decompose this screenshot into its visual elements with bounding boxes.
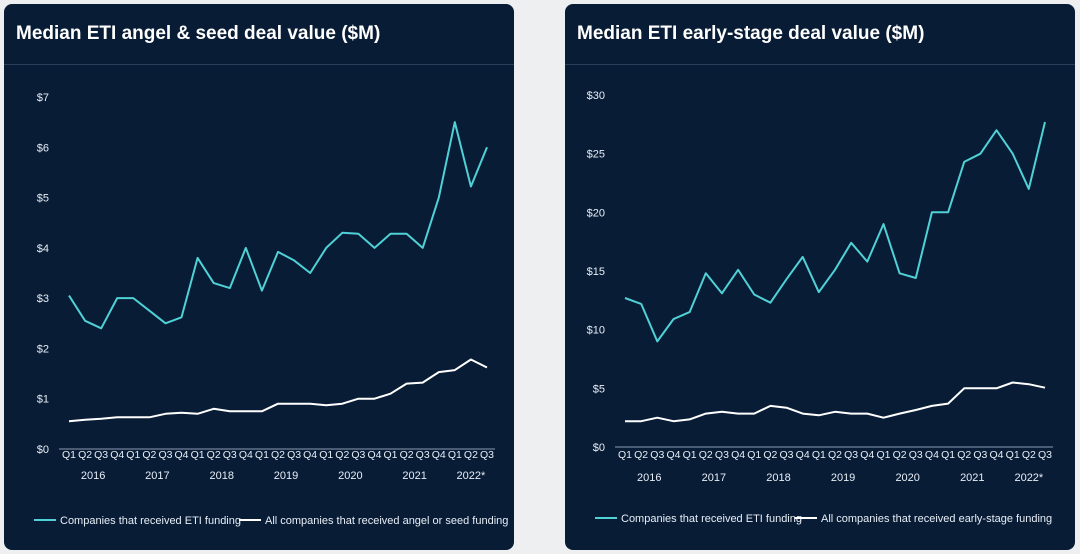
x-tick-label: Q4	[796, 449, 810, 461]
x-tick-label: Q3	[650, 449, 664, 461]
x-tick-label: Q4	[666, 449, 680, 461]
y-tick-label: $5	[593, 383, 605, 395]
x-tick-label: Q1	[255, 449, 269, 461]
x-tick-label: Q2	[634, 449, 648, 461]
x-tick-label: Q1	[747, 449, 761, 461]
chart-panel-early-stage: Median ETI early-stage deal value ($M) $…	[565, 4, 1075, 550]
x-tick-label: Q3	[1038, 449, 1052, 461]
x-tick-label: Q3	[973, 449, 987, 461]
x-tick-label: Q2	[957, 449, 971, 461]
x-tick-label: Q4	[925, 449, 939, 461]
legend-label: All companies that received early-stage …	[821, 513, 1052, 525]
x-tick-label: Q2	[763, 449, 777, 461]
x-tick-label: Q4	[860, 449, 874, 461]
y-tick-label: $5	[37, 193, 49, 205]
x-tick-label: Q3	[909, 449, 923, 461]
y-tick-label: $10	[587, 325, 605, 337]
x-tick-label: Q1	[384, 449, 398, 461]
x-tick-label: Q4	[367, 449, 381, 461]
x-tick-label: Q1	[126, 449, 140, 461]
panel-header: Median ETI early-stage deal value ($M)	[565, 4, 1075, 65]
x-tick-label: Q3	[715, 449, 729, 461]
year-label: 2017	[145, 470, 169, 482]
year-label: 2018	[209, 470, 233, 482]
year-label: 2022*	[1014, 472, 1043, 484]
y-tick-label: $30	[587, 90, 605, 102]
x-tick-label: Q1	[62, 449, 76, 461]
x-tick-label: Q1	[618, 449, 632, 461]
x-tick-label: Q3	[480, 449, 494, 461]
series-line	[68, 121, 488, 330]
series-line	[68, 358, 488, 423]
x-tick-label: Q3	[223, 449, 237, 461]
x-tick-label: Q1	[448, 449, 462, 461]
y-tick-label: $6	[37, 142, 49, 154]
x-tick-label: Q1	[1006, 449, 1020, 461]
panel-header: Median ETI angel & seed deal value ($M)	[4, 4, 514, 65]
x-tick-label: Q1	[319, 449, 333, 461]
x-tick-label: Q3	[94, 449, 108, 461]
x-tick-label: Q1	[812, 449, 826, 461]
x-tick-label: Q4	[110, 449, 124, 461]
year-label: 2021	[960, 472, 984, 484]
x-tick-label: Q2	[142, 449, 156, 461]
x-tick-label: Q2	[78, 449, 92, 461]
x-tick-label: Q3	[351, 449, 365, 461]
x-tick-label: Q2	[893, 449, 907, 461]
legend-label: Companies that received ETI funding	[60, 515, 241, 527]
chart-title: Median ETI early-stage deal value ($M)	[577, 23, 925, 44]
chart-title: Median ETI angel & seed deal value ($M)	[16, 23, 381, 44]
x-tick-label: Q2	[335, 449, 349, 461]
legend-label: All companies that received angel or see…	[265, 515, 508, 527]
x-tick-label: Q4	[731, 449, 745, 461]
x-tick-label: Q3	[158, 449, 172, 461]
chart-panel-angel-seed: Median ETI angel & seed deal value ($M) …	[4, 4, 514, 550]
y-tick-label: $2	[37, 343, 49, 355]
year-label: 2016	[637, 472, 661, 484]
x-tick-label: Q2	[699, 449, 713, 461]
x-tick-label: Q3	[416, 449, 430, 461]
x-tick-label: Q3	[287, 449, 301, 461]
y-tick-label: $4	[37, 243, 49, 255]
year-label: 2018	[766, 472, 790, 484]
year-label: 2022*	[457, 470, 486, 482]
y-tick-label: $15	[587, 266, 605, 278]
y-tick-label: $20	[587, 207, 605, 219]
y-tick-label: $7	[37, 92, 49, 104]
year-label: 2019	[274, 470, 298, 482]
y-tick-label: $0	[37, 444, 49, 456]
series-line	[625, 381, 1046, 423]
y-tick-label: $1	[37, 394, 49, 406]
x-tick-label: Q1	[941, 449, 955, 461]
x-tick-label: Q4	[990, 449, 1004, 461]
x-tick-label: Q1	[683, 449, 697, 461]
y-tick-label: $3	[37, 293, 49, 305]
x-tick-label: Q2	[1022, 449, 1036, 461]
x-tick-label: Q4	[175, 449, 189, 461]
x-tick-label: Q4	[303, 449, 317, 461]
x-tick-label: Q1	[191, 449, 205, 461]
year-label: 2017	[702, 472, 726, 484]
year-label: 2020	[338, 470, 362, 482]
x-tick-label: Q2	[271, 449, 285, 461]
x-tick-label: Q4	[432, 449, 446, 461]
x-tick-label: Q2	[207, 449, 221, 461]
x-tick-label: Q3	[844, 449, 858, 461]
x-tick-label: Q4	[239, 449, 253, 461]
x-tick-label: Q2	[828, 449, 842, 461]
x-tick-label: Q2	[464, 449, 478, 461]
year-label: 2019	[831, 472, 855, 484]
legend-label: Companies that received ETI funding	[621, 513, 802, 525]
y-tick-label: $25	[587, 149, 605, 161]
y-tick-label: $0	[593, 442, 605, 454]
x-tick-label: Q1	[876, 449, 890, 461]
series-line	[624, 121, 1046, 343]
year-label: 2016	[81, 470, 105, 482]
year-label: 2020	[895, 472, 919, 484]
line-chart-angel-seed: $0$1$2$3$4$5$6$7Q1 Q2 Q3 Q4 Q1 Q2 Q3 Q4 Q1 Q2 Q3 Q4…	[34, 92, 508, 527]
year-label: 2021	[402, 470, 426, 482]
x-tick-label: Q3	[780, 449, 794, 461]
x-tick-label: Q2	[400, 449, 414, 461]
